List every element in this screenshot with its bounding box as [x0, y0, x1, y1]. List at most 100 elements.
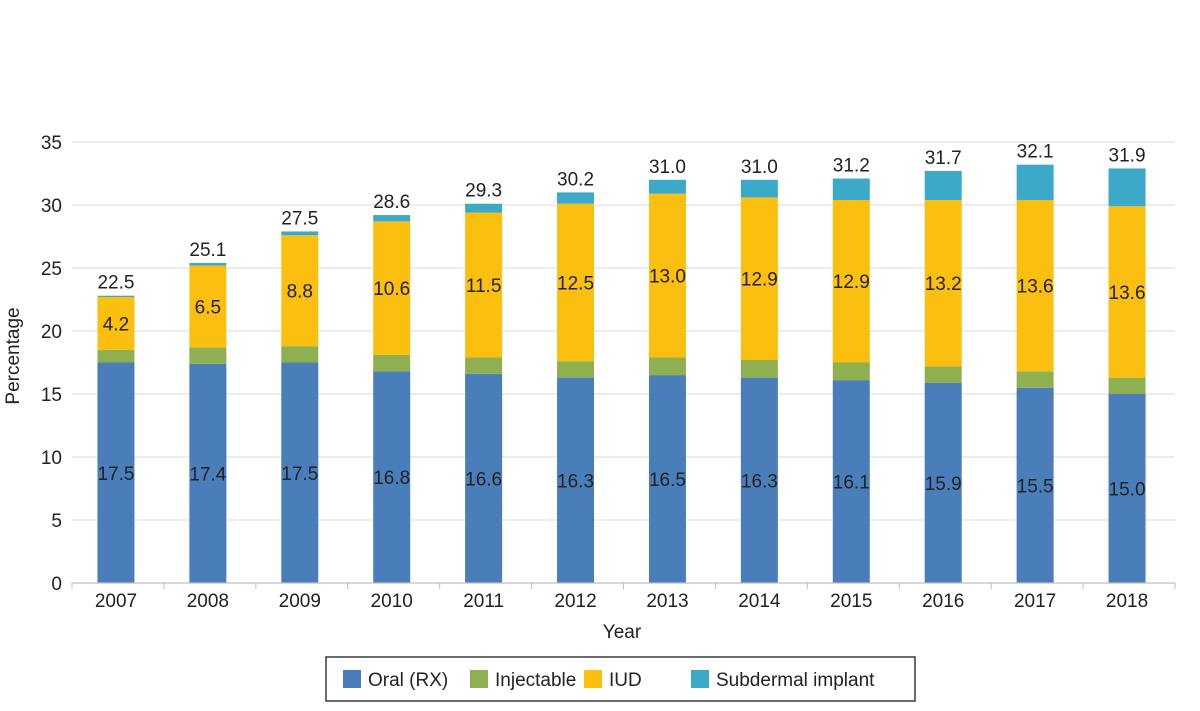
bar-iud-2012: [557, 203, 595, 362]
legend-label: IUD: [609, 670, 642, 691]
total-label: 31.0: [741, 157, 778, 178]
legend-box: [325, 656, 916, 702]
bar-injectable-2011: [465, 357, 503, 374]
total-label: 28.6: [373, 192, 410, 213]
gridlines: [72, 141, 1175, 521]
bar-oral-rx-2018: [1108, 394, 1146, 583]
value-label: 8.8: [287, 282, 313, 303]
bar-iud-2017: [1016, 199, 1054, 372]
bar-oral-rx-2015: [832, 380, 870, 583]
bar-iud-2014: [740, 197, 778, 360]
bar-iud-2013: [648, 193, 686, 358]
value-label: 10.6: [373, 279, 410, 300]
bar-subdermal-implant-2017: [1016, 164, 1054, 200]
value-label: 11.5: [466, 276, 502, 297]
y-tick-label: 15: [41, 385, 62, 406]
bar-injectable-2008: [189, 347, 227, 364]
bar-injectable-2012: [557, 361, 595, 378]
bar-iud-2008: [189, 265, 227, 348]
bar-oral-rx-2008: [189, 363, 227, 583]
x-tick-label: 2013: [646, 591, 688, 612]
bar-subdermal-implant-2015: [832, 178, 870, 200]
y-axis-title: Percentage: [3, 307, 24, 404]
value-label: 17.5: [281, 464, 318, 485]
bar-iud-2015: [832, 199, 870, 363]
bar-iud-2010: [373, 221, 411, 355]
bar-subdermal-implant-2012: [557, 192, 595, 204]
legend-swatch: [343, 670, 361, 688]
bar-injectable-2017: [1016, 371, 1054, 388]
value-label: 16.3: [741, 471, 778, 492]
x-tick-label: 2011: [463, 591, 504, 612]
x-tick-label: 2009: [279, 591, 321, 612]
value-label: 16.8: [373, 468, 410, 489]
bar-oral-rx-2010: [373, 371, 411, 583]
value-label: 16.5: [649, 470, 686, 491]
bar-oral-rx-2017: [1016, 387, 1054, 583]
value-label: 12.5: [557, 273, 594, 294]
bar-oral-rx-2012: [557, 377, 595, 583]
bar-subdermal-implant-2009: [281, 231, 319, 236]
bar-subdermal-implant-2018: [1108, 168, 1146, 207]
total-label: 31.2: [833, 156, 870, 177]
y-tick-label: 5: [51, 511, 62, 532]
x-tick-label: 2016: [922, 591, 964, 612]
bar-oral-rx-2016: [924, 382, 962, 583]
bar-oral-rx-2011: [465, 373, 503, 583]
bar-subdermal-implant-2011: [465, 203, 503, 213]
x-tick-label: 2015: [830, 591, 872, 612]
legend-swatch: [470, 670, 488, 688]
x-tick-label: 2017: [1014, 591, 1056, 612]
value-label: 15.5: [1017, 476, 1054, 497]
value-label: 13.6: [1109, 283, 1146, 304]
bar-subdermal-implant-2014: [740, 179, 778, 198]
bar-iud-2018: [1108, 206, 1146, 378]
y-tick-label: 35: [41, 133, 62, 154]
bar-subdermal-implant-2008: [189, 262, 227, 266]
value-label: 16.6: [465, 469, 502, 490]
total-label: 25.1: [189, 240, 226, 261]
bar-oral-rx-2014: [740, 377, 778, 583]
bars: [97, 164, 1146, 583]
value-label: 17.4: [189, 464, 226, 485]
x-tick-label: 2018: [1106, 591, 1148, 612]
x-tick-label: 2008: [187, 591, 229, 612]
total-label: 31.7: [925, 148, 962, 169]
x-tick-label: 2012: [554, 591, 596, 612]
bar-subdermal-implant-2016: [924, 170, 962, 200]
value-label: 13.2: [925, 274, 962, 295]
total-label: 27.5: [281, 208, 318, 229]
y-tick-label: 10: [41, 448, 62, 469]
bar-subdermal-implant-2010: [373, 215, 411, 222]
y-tick-label: 30: [41, 196, 62, 217]
total-label: 32.1: [1017, 142, 1054, 163]
bar-iud-2016: [924, 199, 962, 367]
x-axis-title: Year: [603, 622, 642, 643]
bar-subdermal-implant-2007: [97, 295, 135, 297]
total-label: 30.2: [557, 169, 594, 190]
value-label: 15.9: [925, 474, 962, 495]
y-tick-label: 20: [41, 322, 62, 343]
bar-injectable-2014: [740, 359, 778, 378]
value-label: 15.0: [1109, 480, 1146, 501]
value-label: 12.9: [741, 270, 778, 291]
bar-injectable-2009: [281, 346, 319, 363]
total-label: 22.5: [97, 273, 134, 294]
legend: Oral (RX) Injectable IUD Subdermal implant: [325, 656, 916, 702]
bar-injectable-2016: [924, 366, 962, 383]
x-tick-label: 2014: [738, 591, 781, 612]
value-label: 13.6: [1017, 277, 1054, 298]
bar-oral-rx-2013: [648, 375, 686, 583]
bar-iud-2009: [281, 235, 319, 347]
value-label: 16.1: [833, 473, 870, 494]
bar-iud-2011: [465, 212, 503, 358]
bar-oral-rx-2009: [281, 362, 319, 583]
value-label: 16.3: [557, 471, 594, 492]
value-label: 13.0: [649, 267, 686, 288]
bar-injectable-2010: [373, 354, 411, 372]
value-label: 6.5: [195, 297, 221, 318]
data-labels: 17.5 4.2 22.5 17.4 6.5 25.1 17.5 8.8 27.5 16.8 10.…: [97, 142, 1145, 501]
value-label: 12.9: [833, 272, 870, 293]
